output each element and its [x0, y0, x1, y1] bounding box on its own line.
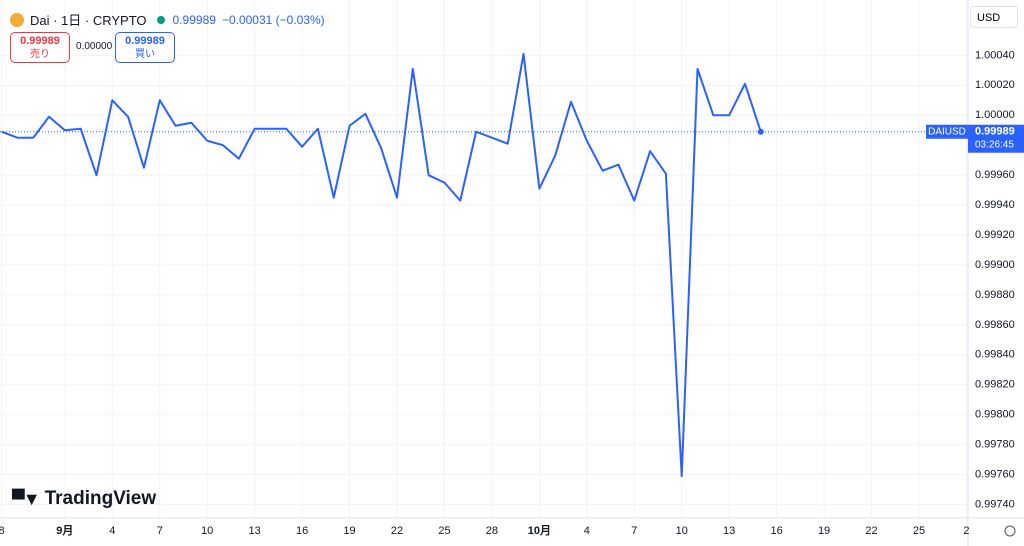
x-tick-label: 25	[438, 525, 450, 537]
grid	[0, 0, 968, 518]
legend: Dai · 1日 · CRYPTO 0.99989 −0.00031 (−0.0…	[10, 10, 325, 29]
x-tick-label: 7	[157, 525, 163, 537]
x-tick-label: 22	[865, 525, 877, 537]
y-tick-label: 0.99780	[975, 439, 1015, 451]
status-dot	[156, 15, 165, 24]
currency-select[interactable]: USD	[970, 6, 1018, 28]
price-tag-label: 0.99989	[975, 126, 1015, 138]
logo-mark: ▀▼	[12, 488, 41, 509]
price-line	[1, 52, 762, 478]
buy-price: 0.99989	[125, 35, 165, 47]
y-tick-label: 1.00040	[975, 49, 1015, 61]
sell-label: 売り	[30, 49, 50, 60]
x-tick-label: 10	[676, 525, 688, 537]
x-tick-label: 28	[486, 525, 498, 537]
last-point	[757, 128, 764, 135]
last-price: 0.99989	[172, 12, 216, 27]
sell-button[interactable]: 0.99989 売り	[10, 32, 70, 63]
x-tick-label: 2	[963, 525, 969, 537]
buy-label: 買い	[135, 49, 155, 60]
y-tick-label: 0.99900	[975, 259, 1015, 271]
logo-text: TradingView	[44, 488, 157, 509]
x-tick-label: 9月	[56, 524, 73, 537]
y-tick-label: 0.99880	[975, 289, 1015, 301]
y-tick-label: 0.99960	[975, 169, 1015, 181]
y-tick-label: 0.99920	[975, 229, 1015, 241]
x-tick-label: 25	[913, 525, 925, 537]
countdown-label: 03:26:45	[975, 139, 1014, 150]
change: −0.00031 (−0.03%)	[221, 12, 325, 27]
symbol-tag	[926, 124, 968, 139]
coin-icon	[10, 12, 24, 27]
x-tick-label: 16	[770, 525, 782, 537]
logo: ▀▼ TradingView	[12, 488, 156, 510]
symbol-tag-label: DAIUSD	[928, 126, 966, 137]
settings-button[interactable]	[1000, 520, 1020, 542]
settings-icon[interactable]	[1004, 525, 1016, 537]
y-tick-label: 0.99760	[975, 468, 1015, 480]
x-tick-label: 10月	[528, 524, 551, 537]
y-tick-label: 1.00020	[975, 79, 1015, 91]
symbol[interactable]: Dai · 1日 · CRYPTO	[30, 13, 147, 28]
x-tick-label: 16	[296, 525, 308, 537]
y-tick-label: 0.99940	[975, 199, 1015, 211]
x-tick-label: 13	[249, 525, 261, 537]
y-tick-label: 0.99820	[975, 379, 1015, 391]
spread: 0.00000	[76, 41, 113, 52]
y-tick-label: 1.00000	[975, 109, 1015, 121]
x-tick-label: 19	[343, 525, 355, 537]
y-tick-label: 0.99740	[975, 498, 1015, 510]
y-tick-label: 0.99800	[975, 409, 1015, 421]
x-tick-label: 4	[584, 525, 590, 537]
price-tag	[968, 124, 1024, 153]
buy-button[interactable]: 0.99989 買い	[115, 32, 175, 63]
x-tick-label: 10	[201, 525, 213, 537]
x-tick-label: 4	[109, 525, 115, 537]
x-tick-label: 7	[631, 525, 637, 537]
y-tick-label: 0.99840	[975, 349, 1015, 361]
x-tick-label: 22	[391, 525, 403, 537]
x-tick-label: 13	[723, 525, 735, 537]
x-tick-label: 19	[818, 525, 830, 537]
sell-price: 0.99989	[20, 35, 60, 47]
y-tick-label: 0.99860	[975, 319, 1015, 331]
x-tick-label: 8	[0, 525, 5, 537]
